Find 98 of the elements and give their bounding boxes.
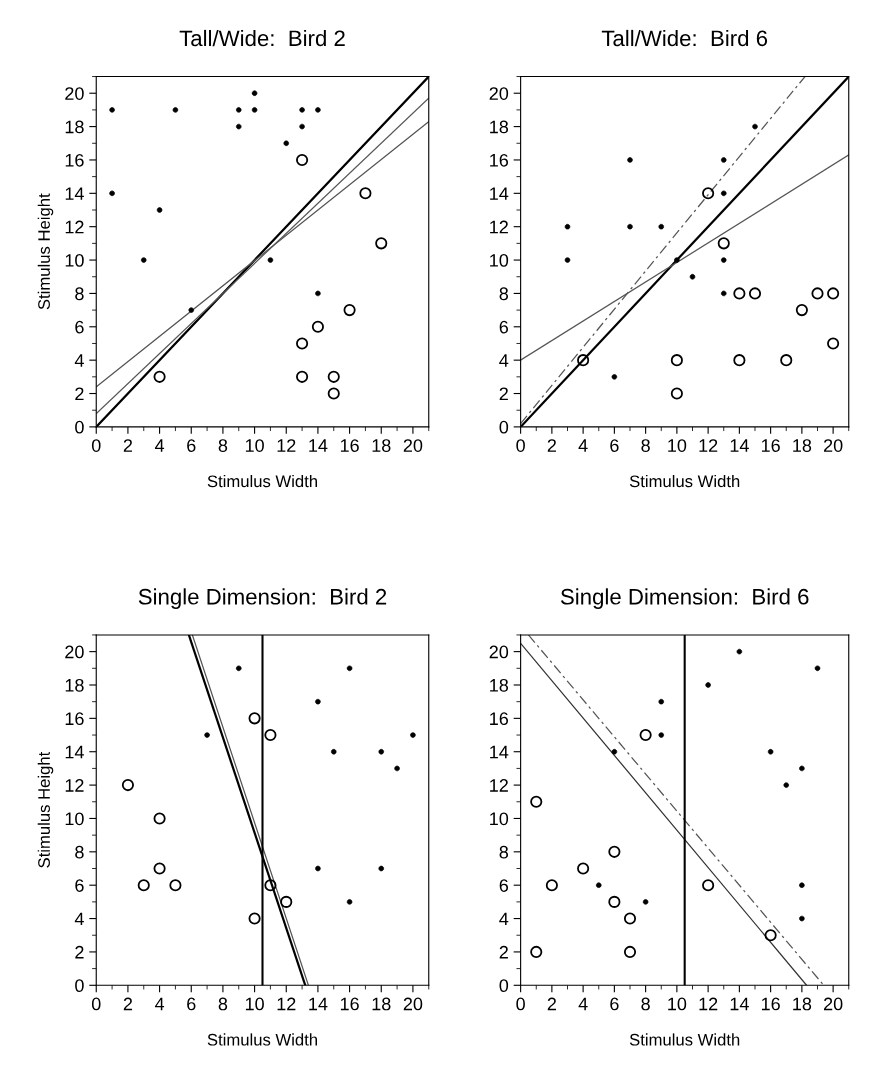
- y-tick-label: 18: [65, 120, 84, 134]
- y-tick-label: 4: [499, 354, 509, 367]
- y-tick-label: 4: [499, 912, 509, 926]
- x-tick-label: 12: [277, 997, 296, 1011]
- x-tick-label: 20: [823, 997, 843, 1011]
- x-tick-label: 0: [91, 439, 101, 452]
- x-tick-label: 18: [372, 997, 391, 1011]
- y-tick-label: 6: [75, 879, 84, 892]
- y-tick-label: 12: [490, 220, 508, 234]
- x-tick-label: 20: [403, 439, 423, 452]
- x-tick-label: 14: [730, 439, 749, 452]
- x-tick-label: 16: [340, 997, 359, 1011]
- x-tick-label: 6: [187, 439, 196, 452]
- y-tick-label: 18: [490, 120, 509, 134]
- y-tick-label: 4: [74, 354, 84, 367]
- x-tick-label: 6: [187, 997, 196, 1011]
- x-tick-label: 2: [123, 997, 133, 1011]
- x-tick-label: 8: [218, 997, 228, 1011]
- x-tick-label: 6: [610, 997, 619, 1011]
- y-tick-label: 6: [75, 320, 84, 334]
- y-tick-label: 18: [490, 678, 509, 692]
- y-tick-label: 16: [490, 712, 509, 726]
- x-tick-label: 12: [277, 439, 296, 452]
- x-tick-label: 16: [761, 997, 780, 1011]
- x-axis-title: Stimulus Width: [629, 1033, 740, 1046]
- y-tick-label: 14: [65, 187, 84, 200]
- x-tick-label: 18: [372, 439, 391, 452]
- y-tick-label: 6: [499, 879, 509, 892]
- y-tick-label: 6: [499, 320, 509, 334]
- y-tick-label: 12: [65, 779, 84, 792]
- x-tick-label: 14: [309, 997, 328, 1011]
- x-tick-label: 18: [793, 997, 812, 1011]
- y-tick-label: 16: [65, 712, 84, 726]
- y-tick-label: 2: [75, 387, 84, 401]
- x-tick-label: 14: [309, 439, 328, 452]
- y-tick-label: 10: [65, 253, 84, 267]
- y-tick-label: 14: [65, 745, 84, 759]
- y-tick-label: 12: [490, 779, 508, 792]
- x-tick-label: 10: [245, 439, 264, 452]
- y-tick-label: 8: [75, 845, 84, 859]
- chart-title: Single Dimension: Bird 6: [560, 588, 809, 609]
- x-tick-label: 2: [547, 439, 556, 452]
- y-tick-label: 14: [490, 187, 509, 200]
- y-tick-label: 20: [489, 87, 509, 100]
- y-tick-label: 20: [65, 645, 84, 659]
- x-tick-label: 4: [154, 997, 165, 1011]
- x-axis-title: Stimulus Width: [629, 474, 740, 488]
- y-tick-label: 10: [65, 812, 84, 826]
- y-tick-label: 18: [65, 678, 84, 692]
- x-tick-label: 0: [516, 997, 525, 1011]
- chart-title: Tall/Wide: Bird 2: [179, 29, 345, 47]
- x-tick-label: 8: [641, 439, 650, 452]
- y-tick-label: 10: [490, 812, 509, 826]
- x-tick-label: 10: [668, 439, 687, 452]
- y-tick-label: 0: [499, 979, 509, 993]
- x-tick-label: 12: [699, 997, 718, 1011]
- y-tick-label: 20: [489, 645, 509, 659]
- y-tick-label: 2: [499, 945, 508, 959]
- x-tick-label: 14: [730, 997, 749, 1011]
- y-axis-title: Stimulus Height: [37, 751, 54, 868]
- y-tick-label: 16: [65, 153, 84, 167]
- y-tick-label: 8: [499, 287, 509, 301]
- x-tick-label: 10: [245, 997, 264, 1011]
- y-tick-label: 8: [75, 287, 84, 301]
- chart-title: Tall/Wide: Bird 6: [601, 29, 768, 47]
- y-tick-label: 10: [490, 253, 509, 267]
- y-tick-label: 0: [75, 979, 84, 993]
- y-tick-label: 12: [65, 220, 84, 234]
- x-axis-title: Stimulus Width: [207, 1033, 317, 1046]
- x-axis-title: Stimulus Width: [207, 474, 317, 488]
- y-tick-label: 0: [499, 420, 509, 434]
- y-tick-label: 2: [75, 945, 84, 959]
- x-tick-label: 4: [154, 439, 165, 452]
- x-tick-label: 16: [761, 439, 780, 452]
- x-tick-label: 20: [403, 997, 423, 1011]
- x-tick-label: 18: [793, 439, 812, 452]
- y-axis-title: Stimulus Height: [37, 193, 54, 310]
- chart-title: Single Dimension: Bird 2: [138, 588, 387, 609]
- x-tick-label: 2: [123, 439, 133, 452]
- x-tick-label: 8: [641, 997, 650, 1011]
- x-tick-label: 20: [823, 439, 843, 452]
- y-tick-label: 4: [74, 912, 84, 926]
- y-tick-label: 20: [65, 87, 84, 100]
- x-tick-label: 16: [340, 439, 359, 452]
- y-tick-label: 0: [75, 420, 84, 434]
- x-tick-label: 4: [578, 997, 588, 1011]
- y-tick-label: 14: [490, 745, 509, 759]
- y-tick-label: 8: [499, 845, 509, 859]
- y-tick-label: 2: [499, 387, 508, 401]
- x-tick-label: 10: [668, 997, 687, 1011]
- x-tick-label: 4: [578, 439, 588, 452]
- x-tick-label: 6: [610, 439, 619, 452]
- x-tick-label: 12: [699, 439, 718, 452]
- x-tick-label: 0: [91, 997, 101, 1011]
- x-tick-label: 0: [516, 439, 525, 452]
- y-tick-label: 16: [490, 153, 509, 167]
- x-tick-label: 8: [218, 439, 228, 452]
- x-tick-label: 2: [547, 997, 556, 1011]
